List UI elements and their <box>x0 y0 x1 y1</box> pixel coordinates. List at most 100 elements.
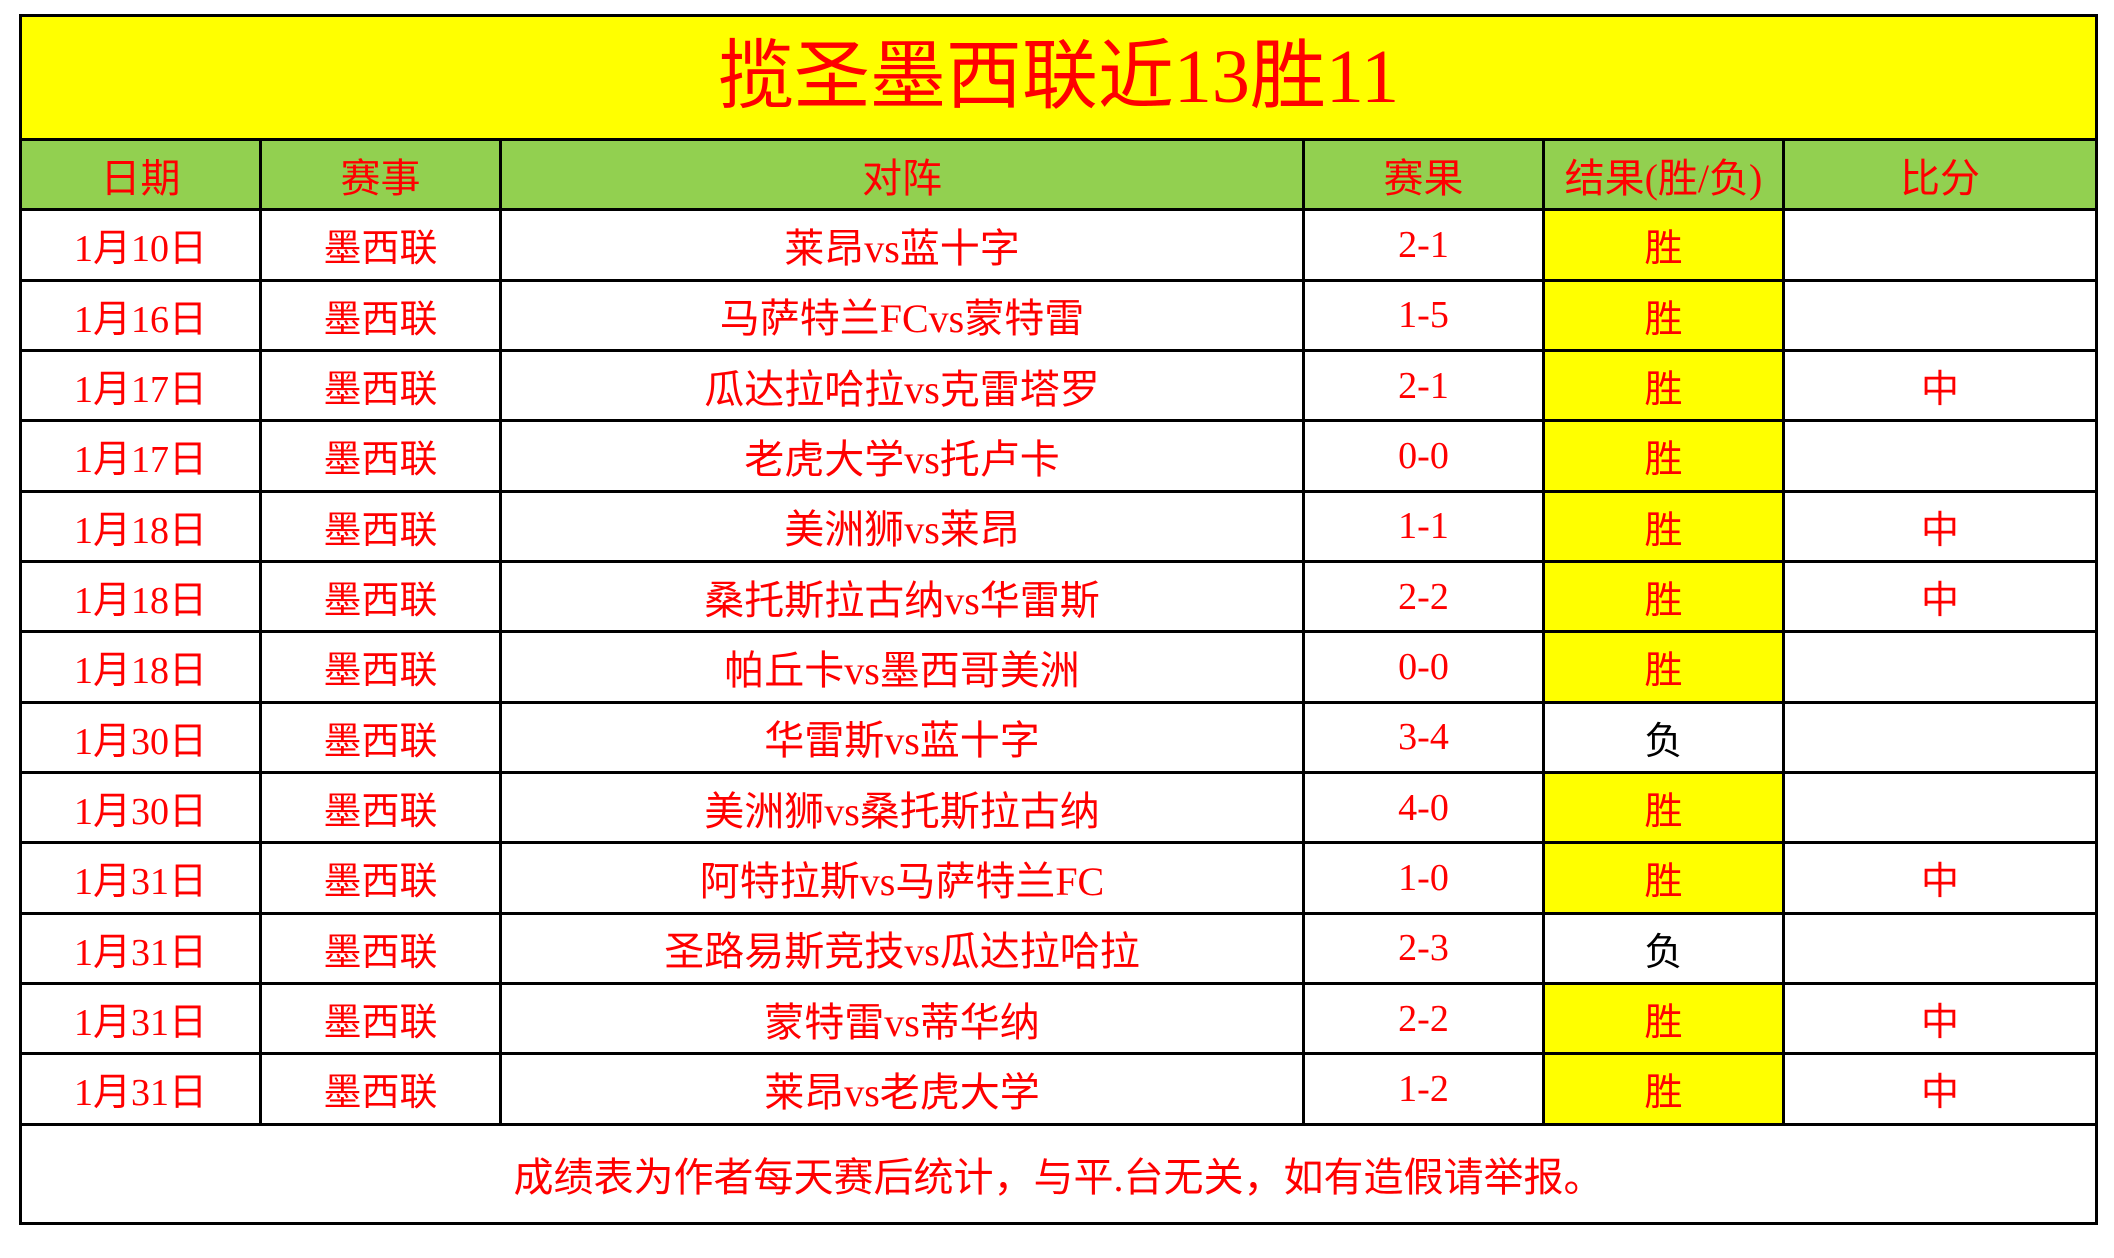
cell-outcome: 胜 <box>1542 489 1785 563</box>
cell-outcome: 胜 <box>1542 208 1785 282</box>
cell-outcome: 胜 <box>1542 559 1785 634</box>
cell-matchup: 圣路易斯竞技vs瓜达拉哈拉 <box>499 911 1305 985</box>
cell-matchup: 蒙特雷vs蒂华纳 <box>499 981 1305 1056</box>
cell-score: 0-0 <box>1302 419 1545 493</box>
table-row: 1月31日 墨西联 莱昂vs老虎大学 1-2 胜中 <box>19 1052 2098 1126</box>
cell-competition: 墨西联 <box>259 559 502 634</box>
cell-date: 1月17日 <box>19 419 262 493</box>
cell-bifen: 中 <box>1782 981 2098 1056</box>
cell-bifen <box>1782 700 2098 774</box>
cell-competition: 墨西联 <box>259 981 502 1056</box>
cell-matchup: 马萨特兰FCvs蒙特雷 <box>499 278 1305 352</box>
cell-score: 1-2 <box>1302 1052 1545 1126</box>
footer-row: 成绩表为作者每天赛后统计，与平.台无关，如有造假请举报。 <box>19 1122 2098 1226</box>
cell-score: 3-4 <box>1302 700 1545 774</box>
table-row: 1月31日 墨西联 阿特拉斯vs马萨特兰FC 1-0 胜中 <box>19 841 2098 915</box>
cell-bifen: 中 <box>1782 559 2098 634</box>
cell-competition: 墨西联 <box>259 208 502 282</box>
cell-matchup: 阿特拉斯vs马萨特兰FC <box>499 841 1305 915</box>
results-sheet: 揽圣墨西联近13胜11 日期 赛事 对阵 赛果 结果(胜/负) 比分 1月10日… <box>19 14 2098 1226</box>
cell-date: 1月18日 <box>19 630 262 704</box>
cell-bifen <box>1782 770 2098 845</box>
cell-outcome: 负 <box>1542 911 1785 985</box>
cell-bifen: 中 <box>1782 348 2098 423</box>
header-row: 日期 赛事 对阵 赛果 结果(胜/负) 比分 <box>19 137 2098 212</box>
cell-outcome: 胜 <box>1542 981 1785 1056</box>
table-row: 1月10日 墨西联 莱昂vs蓝十字 2-1 胜 <box>19 208 2098 282</box>
cell-competition: 墨西联 <box>259 630 502 704</box>
table-row: 1月16日 墨西联 马萨特兰FCvs蒙特雷 1-5 胜 <box>19 278 2098 352</box>
cell-outcome: 胜 <box>1542 278 1785 352</box>
cell-competition: 墨西联 <box>259 841 502 915</box>
cell-score: 1-5 <box>1302 278 1545 352</box>
cell-matchup: 老虎大学vs托卢卡 <box>499 419 1305 493</box>
cell-matchup: 桑托斯拉古纳vs华雷斯 <box>499 559 1305 634</box>
cell-bifen: 中 <box>1782 1052 2098 1126</box>
cell-matchup: 帕丘卡vs墨西哥美洲 <box>499 630 1305 704</box>
cell-bifen: 中 <box>1782 489 2098 563</box>
column-header-score: 赛果 <box>1302 137 1545 212</box>
cell-date: 1月16日 <box>19 278 262 352</box>
results-table: 揽圣墨西联近13胜11 日期 赛事 对阵 赛果 结果(胜/负) 比分 1月10日… <box>19 14 2098 1226</box>
table-row: 1月31日 墨西联 蒙特雷vs蒂华纳 2-2 胜中 <box>19 981 2098 1056</box>
cell-score: 0-0 <box>1302 630 1545 704</box>
column-header-matchup: 对阵 <box>499 137 1305 212</box>
column-header-bifen: 比分 <box>1782 137 2098 212</box>
table-row: 1月17日 墨西联 老虎大学vs托卢卡 0-0 胜 <box>19 419 2098 493</box>
cell-competition: 墨西联 <box>259 1052 502 1126</box>
footer-note: 成绩表为作者每天赛后统计，与平.台无关，如有造假请举报。 <box>19 1122 2098 1226</box>
cell-score: 2-1 <box>1302 348 1545 423</box>
table-row: 1月17日 墨西联 瓜达拉哈拉vs克雷塔罗 2-1 胜中 <box>19 348 2098 423</box>
cell-score: 2-2 <box>1302 981 1545 1056</box>
cell-date: 1月10日 <box>19 208 262 282</box>
table-row: 1月30日 墨西联 华雷斯vs蓝十字 3-4 负 <box>19 700 2098 774</box>
cell-matchup: 华雷斯vs蓝十字 <box>499 700 1305 774</box>
cell-outcome: 胜 <box>1542 1052 1785 1126</box>
cell-date: 1月18日 <box>19 489 262 563</box>
table-row: 1月31日 墨西联 圣路易斯竞技vs瓜达拉哈拉 2-3 负 <box>19 911 2098 985</box>
cell-date: 1月31日 <box>19 981 262 1056</box>
cell-score: 4-0 <box>1302 770 1545 845</box>
table-row: 1月18日 墨西联 帕丘卡vs墨西哥美洲 0-0 胜 <box>19 630 2098 704</box>
cell-date: 1月31日 <box>19 911 262 985</box>
cell-score: 2-3 <box>1302 911 1545 985</box>
cell-competition: 墨西联 <box>259 911 502 985</box>
cell-date: 1月31日 <box>19 1052 262 1126</box>
cell-date: 1月30日 <box>19 700 262 774</box>
cell-competition: 墨西联 <box>259 278 502 352</box>
cell-competition: 墨西联 <box>259 419 502 493</box>
table-row: 1月18日 墨西联 桑托斯拉古纳vs华雷斯 2-2 胜中 <box>19 559 2098 634</box>
cell-matchup: 莱昂vs老虎大学 <box>499 1052 1305 1126</box>
cell-score: 1-1 <box>1302 489 1545 563</box>
title-row: 揽圣墨西联近13胜11 <box>19 14 2098 141</box>
cell-competition: 墨西联 <box>259 700 502 774</box>
cell-competition: 墨西联 <box>259 348 502 423</box>
cell-competition: 墨西联 <box>259 489 502 563</box>
cell-bifen <box>1782 419 2098 493</box>
column-header-date: 日期 <box>19 137 262 212</box>
cell-matchup: 美洲狮vs桑托斯拉古纳 <box>499 770 1305 845</box>
cell-bifen <box>1782 278 2098 352</box>
cell-outcome: 负 <box>1542 700 1785 774</box>
cell-date: 1月31日 <box>19 841 262 915</box>
cell-date: 1月18日 <box>19 559 262 634</box>
table-row: 1月30日 墨西联 美洲狮vs桑托斯拉古纳 4-0 胜 <box>19 770 2098 845</box>
cell-bifen <box>1782 208 2098 282</box>
cell-bifen <box>1782 630 2098 704</box>
cell-matchup: 瓜达拉哈拉vs克雷塔罗 <box>499 348 1305 423</box>
cell-outcome: 胜 <box>1542 770 1785 845</box>
cell-outcome: 胜 <box>1542 419 1785 493</box>
cell-matchup: 莱昂vs蓝十字 <box>499 208 1305 282</box>
column-header-outcome: 结果(胜/负) <box>1542 137 1785 212</box>
cell-score: 2-1 <box>1302 208 1545 282</box>
cell-competition: 墨西联 <box>259 770 502 845</box>
cell-matchup: 美洲狮vs莱昂 <box>499 489 1305 563</box>
cell-bifen: 中 <box>1782 841 2098 915</box>
cell-bifen <box>1782 911 2098 985</box>
cell-outcome: 胜 <box>1542 348 1785 423</box>
cell-score: 2-2 <box>1302 559 1545 634</box>
table-row: 1月18日 墨西联 美洲狮vs莱昂 1-1 胜中 <box>19 489 2098 563</box>
page-title: 揽圣墨西联近13胜11 <box>19 14 2098 141</box>
cell-date: 1月30日 <box>19 770 262 845</box>
column-header-competition: 赛事 <box>259 137 502 212</box>
